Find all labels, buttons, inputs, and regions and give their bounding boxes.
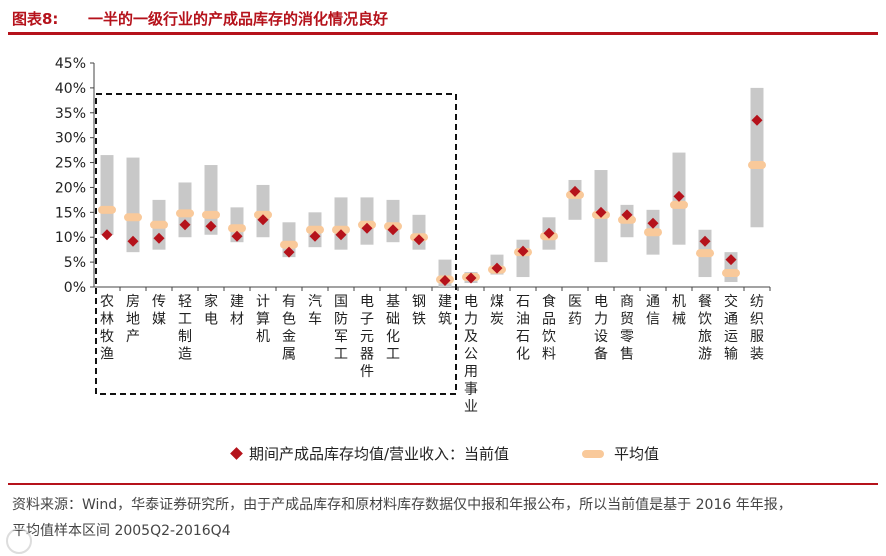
current-value-diamond — [647, 217, 659, 229]
current-value-diamond — [439, 275, 451, 287]
category-label: 钢铁 — [412, 294, 426, 328]
current-value-diamond — [361, 222, 373, 234]
footer-divider — [8, 483, 878, 485]
current-value-diamond — [127, 235, 139, 247]
average-marker — [280, 240, 298, 249]
category-label: 建材 — [230, 294, 244, 328]
range-bar — [750, 87, 764, 228]
current-value-diamond — [101, 229, 113, 241]
figure-header: 图表8: 一半的一级行业的产成品库存的消化情况良好 — [8, 6, 878, 35]
current-value-diamond — [205, 220, 217, 232]
category-label: 纺织服装 — [750, 294, 764, 363]
range-bar — [126, 157, 140, 253]
category-label: 有色金属 — [282, 294, 296, 363]
average-marker — [98, 205, 116, 214]
legend-current-label: 期间产成品库存均值/营业收入：当前值 — [249, 445, 510, 463]
category-label: 煤炭 — [490, 294, 504, 328]
category-label: 农林牧渔 — [100, 294, 114, 363]
average-marker — [670, 200, 688, 209]
current-value-diamond — [595, 206, 607, 218]
y-tick-label: 15% — [55, 205, 86, 221]
category-label: 基础化工 — [386, 293, 400, 363]
category-label: 房地产 — [126, 294, 140, 345]
y-tick-label: 30% — [55, 131, 86, 147]
figure-title: 一半的一级行业的产成品库存的消化情况良好 — [88, 10, 389, 28]
category-label: 传媒 — [152, 294, 166, 328]
average-marker — [696, 249, 714, 258]
source-note-line1: 资料来源：Wind，华泰证券研究所，由于产成品库存和原材料库存数据仅中报和年报公… — [12, 497, 792, 513]
y-tick-label: 40% — [55, 81, 86, 97]
current-value-diamond — [179, 219, 191, 231]
y-tick-label: 5% — [64, 255, 86, 271]
category-label: 食品饮料 — [542, 293, 556, 363]
y-tick-label: 10% — [55, 230, 86, 246]
category-label: 医药 — [568, 294, 582, 328]
range-bar — [386, 199, 400, 243]
current-value-diamond — [153, 232, 165, 244]
legend-average-label: 平均值 — [614, 445, 660, 463]
source-note-line2: 平均值样本区间 2005Q2-2016Q4 — [12, 523, 231, 539]
watermark-icon — [6, 528, 32, 554]
category-label: 电力及公用事业 — [464, 294, 478, 415]
y-tick-label: 25% — [55, 156, 86, 172]
category-label: 石油石化 — [516, 294, 530, 363]
current-value-diamond — [465, 272, 477, 284]
average-marker — [748, 161, 766, 170]
category-label: 电力设备 — [594, 294, 608, 363]
category-label: 轻工制造 — [178, 294, 192, 363]
current-value-diamond — [699, 235, 711, 247]
average-bar-icon — [582, 449, 604, 458]
average-marker — [124, 213, 142, 222]
current-value-diamond — [231, 230, 243, 242]
category-label: 汽车 — [308, 294, 322, 328]
current-value-diamond — [725, 254, 737, 266]
category-label: 电子元器件 — [360, 294, 374, 380]
average-marker — [306, 225, 324, 234]
current-value-diamond — [413, 234, 425, 246]
current-value-diamond — [491, 262, 503, 274]
category-label: 交通运输 — [724, 293, 738, 363]
category-label: 商贸零售 — [620, 294, 634, 363]
average-marker — [150, 220, 168, 229]
y-tick-label: 0% — [64, 280, 86, 296]
y-tick-label: 45% — [55, 56, 86, 72]
current-value-diamond — [283, 246, 295, 258]
average-marker — [644, 228, 662, 237]
current-value-diamond — [569, 185, 581, 197]
category-label: 家电 — [204, 293, 218, 328]
range-bar — [334, 197, 348, 250]
current-value-diamond — [621, 209, 633, 221]
legend-current: 期间产成品库存均值/营业收入：当前值 — [230, 443, 510, 464]
average-marker — [228, 224, 246, 233]
inventory-chart: 45% 40% 35% 30% 25% 20% 15% 10% 5% 0% 农林牧渔房地产传媒轻工制… — [55, 56, 771, 415]
y-tick-label: 35% — [55, 106, 86, 122]
average-marker — [722, 269, 740, 278]
highlight-box — [95, 93, 457, 395]
current-value-diamond — [309, 230, 321, 242]
figure-label: 图表8: — [12, 10, 59, 28]
category-label: 计算机 — [256, 294, 270, 345]
legend-average: 平均值 — [582, 443, 659, 464]
average-marker — [202, 210, 220, 219]
current-value-diamond — [751, 114, 763, 126]
current-value-diamond — [335, 229, 347, 241]
category-label: 餐饮旅游 — [698, 294, 712, 363]
chart-legend: 期间产成品库存均值/营业收入：当前值 平均值 — [0, 440, 886, 466]
average-marker — [176, 209, 194, 218]
category-label: 机械 — [672, 294, 686, 328]
current-value-diamond — [387, 224, 399, 236]
current-value-diamond — [257, 214, 269, 226]
range-bar — [516, 239, 530, 278]
category-label: 通信 — [646, 294, 660, 328]
diamond-icon — [230, 447, 243, 460]
current-value-diamond — [517, 245, 529, 257]
category-label: 建筑 — [438, 294, 452, 328]
range-bar — [100, 155, 114, 235]
current-value-diamond — [543, 227, 555, 239]
current-value-diamond — [673, 190, 685, 202]
y-tick-label: 20% — [55, 180, 86, 196]
category-label: 国防军工 — [334, 294, 348, 363]
